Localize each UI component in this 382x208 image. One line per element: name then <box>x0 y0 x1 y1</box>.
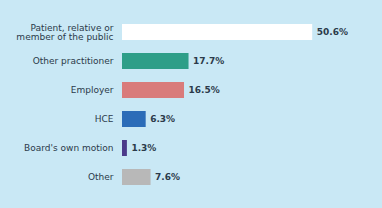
svg-text:6.3%: 6.3% <box>150 114 175 124</box>
svg-text:HCE: HCE <box>95 114 114 124</box>
svg-text:Other practitioner: Other practitioner <box>33 56 114 66</box>
svg-text:Board's own motion: Board's own motion <box>24 143 113 153</box>
svg-text:Patient, relative ormember of: Patient, relative ormember of the public <box>16 23 113 42</box>
svg-text:Other: Other <box>88 172 114 182</box>
svg-text:17.7%: 17.7% <box>193 56 224 66</box>
svg-text:Employer: Employer <box>71 85 114 95</box>
svg-text:7.6%: 7.6% <box>155 172 180 182</box>
svg-text:16.5%: 16.5% <box>189 85 220 95</box>
svg-text:1.3%: 1.3% <box>131 143 156 153</box>
svg-text:50.6%: 50.6% <box>317 27 348 37</box>
